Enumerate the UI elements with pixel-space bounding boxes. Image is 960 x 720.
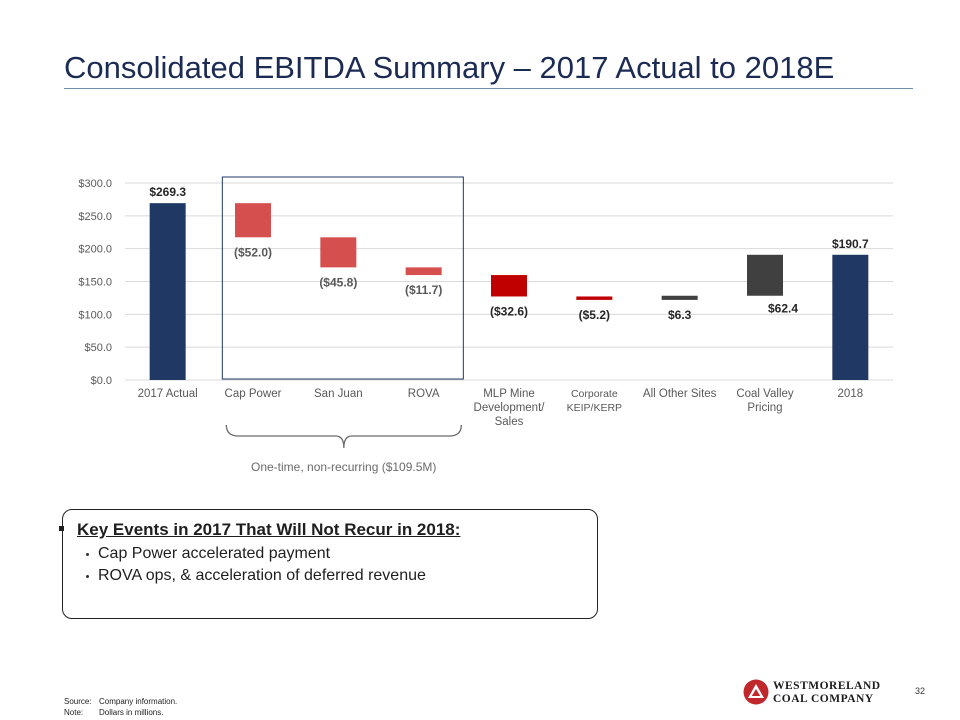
data-label: ($11.7) bbox=[405, 283, 442, 297]
one-time-items-brace bbox=[225, 424, 462, 449]
waterfall-bar bbox=[405, 267, 442, 276]
logo-wordmark: WESTMORELAND COAL COMPANY bbox=[773, 680, 881, 706]
waterfall-bar bbox=[661, 295, 698, 300]
data-label: ($5.2) bbox=[579, 308, 610, 322]
data-label: $190.7 bbox=[832, 237, 869, 251]
x-category-label-line: Pricing bbox=[747, 402, 782, 414]
x-category-label-line: ROVA bbox=[408, 388, 440, 400]
note-footnote: Note: Dollars in millions. bbox=[64, 707, 177, 718]
x-category-label: All Other Sites bbox=[643, 388, 717, 400]
y-tick-label: $200.0 bbox=[78, 244, 112, 256]
slide-title: Consolidated EBITDA Summary – 2017 Actua… bbox=[64, 50, 835, 85]
waterfall-bar bbox=[747, 254, 783, 296]
y-tick-label: $300.0 bbox=[78, 178, 112, 190]
waterfall-bar bbox=[235, 203, 271, 238]
y-tick-label: $250.0 bbox=[78, 211, 112, 223]
y-tick-label: $0.0 bbox=[91, 375, 112, 387]
x-category-label: MLP Mine Development/Sales bbox=[474, 388, 546, 428]
x-category-label-line: 2017 Actual bbox=[138, 388, 198, 400]
data-label: ($45.8) bbox=[319, 275, 357, 289]
x-category-label: Corporate KEIP/KERP bbox=[567, 388, 622, 414]
x-category-label: Cap Power bbox=[225, 388, 282, 400]
footnotes: Source: Company information. Note: Dollars… bbox=[64, 696, 177, 718]
x-category-label: ROVA bbox=[408, 388, 440, 400]
x-category-label-line: Corporate bbox=[571, 388, 618, 400]
x-category-label-line: Coal Valley bbox=[736, 388, 794, 400]
x-category-label-line: Sales bbox=[495, 416, 524, 428]
data-label: $62.4 bbox=[768, 302, 798, 316]
x-category-label: 2017 Actual bbox=[138, 388, 198, 400]
x-category-label-line: Cap Power bbox=[225, 388, 282, 400]
bullet-dot-icon bbox=[86, 575, 89, 578]
x-category-label-line: San Juan bbox=[314, 388, 363, 400]
data-label: $269.3 bbox=[149, 185, 186, 199]
x-category-label: San Juan bbox=[314, 388, 363, 400]
bullet-dot-icon bbox=[86, 553, 89, 556]
company-logo: WESTMORELAND COAL COMPANY bbox=[743, 676, 893, 710]
source-text: Company information. bbox=[99, 697, 178, 706]
key-event-text: ROVA ops, & acceleration of deferred rev… bbox=[98, 567, 426, 584]
chart-bars bbox=[149, 203, 869, 380]
one-time-items-highlight-box bbox=[221, 176, 464, 380]
page-number: 32 bbox=[915, 686, 926, 696]
waterfall-bar bbox=[832, 254, 869, 380]
x-axis-category-labels: 2017 Actual Cap Power San Juan ROVA MLP Mine… bbox=[138, 388, 864, 428]
ebitda-waterfall-chart: $0.0$50.0$100.0$150.0$200.0$250.0$300.0 … bbox=[78, 176, 893, 449]
waterfall-bar bbox=[320, 237, 357, 268]
x-category-label-line: All Other Sites bbox=[643, 388, 717, 400]
x-category-label: Coal Valley Pricing bbox=[736, 388, 794, 414]
key-events-box: Key Events in 2017 That Will Not Recur i… bbox=[59, 509, 598, 619]
source-footnote: Source: Company information. bbox=[64, 696, 177, 707]
key-events-heading-text: Key Events in 2017 That Will Not Recur i… bbox=[77, 520, 461, 539]
x-category-label-line: 2018 bbox=[838, 388, 864, 400]
data-label: $6.3 bbox=[668, 308, 692, 322]
x-category-label-line: MLP Mine bbox=[483, 388, 535, 400]
key-event-item: Cap Power accelerated payment bbox=[86, 543, 426, 565]
data-label: ($32.6) bbox=[490, 304, 528, 318]
x-category-label-line: KEIP/KERP bbox=[567, 402, 622, 414]
logo-triangle-icon bbox=[743, 679, 769, 705]
y-tick-label: $100.0 bbox=[78, 309, 112, 321]
y-tick-label: $50.0 bbox=[84, 342, 112, 354]
key-events-list: Cap Power accelerated payment ROVA ops, … bbox=[86, 543, 426, 587]
key-events-heading: Key Events in 2017 That Will Not Recur i… bbox=[59, 520, 461, 540]
y-tick-label: $150.0 bbox=[78, 277, 112, 289]
x-category-label-line: Development/ bbox=[474, 402, 546, 414]
square-bullet-icon bbox=[59, 526, 64, 531]
waterfall-bar bbox=[491, 275, 527, 297]
data-label: ($52.0) bbox=[234, 245, 272, 259]
source-label: Source: bbox=[64, 697, 92, 706]
note-label: Note: bbox=[64, 708, 84, 717]
waterfall-bar bbox=[576, 296, 613, 300]
waterfall-bar bbox=[149, 203, 186, 380]
chart-data-labels: $269.3 ($52.0) ($45.8) ($11.7) ($32.6) ($5.2)… bbox=[149, 185, 869, 322]
title-divider bbox=[64, 88, 913, 89]
key-event-item: ROVA ops, & acceleration of deferred rev… bbox=[86, 565, 426, 587]
logo-line-1: WESTMORELAND bbox=[773, 680, 881, 692]
one-time-items-label: One-time, non-recurring ($109.5M) bbox=[251, 460, 437, 474]
key-event-text: Cap Power accelerated payment bbox=[98, 545, 331, 562]
note-text: Dollars in millions. bbox=[99, 708, 164, 717]
x-category-label: 2018 bbox=[838, 388, 864, 400]
logo-line-2: COAL COMPANY bbox=[773, 693, 874, 705]
y-axis-tick-labels: $0.0 $50.0 $100.0 $150.0 $200.0 $250.0 $300.0 bbox=[78, 178, 112, 387]
